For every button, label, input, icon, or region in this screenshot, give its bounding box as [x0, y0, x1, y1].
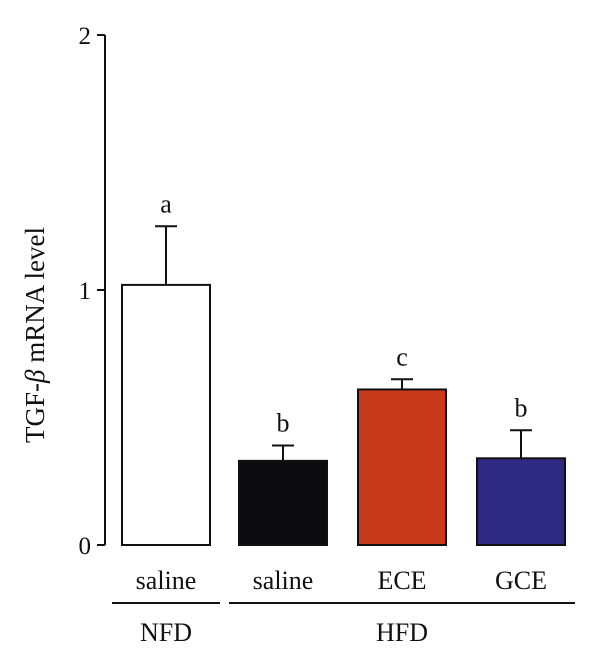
- significance-label: a: [160, 189, 172, 218]
- significance-label: b: [277, 409, 290, 438]
- axes: 0 1 2: [79, 23, 106, 560]
- y-tick-label: 2: [79, 23, 92, 50]
- significance-label: b: [515, 393, 528, 422]
- bar: [357, 388, 447, 547]
- bar: [476, 457, 566, 546]
- y-tick-label: 1: [79, 278, 92, 305]
- category-label: saline: [136, 566, 197, 595]
- group-label: NFD: [140, 618, 192, 647]
- significance-label: c: [396, 342, 408, 371]
- y-axis-title-prefix: TGF-: [20, 383, 50, 443]
- y-axis-title-suffix: mRNA level: [20, 227, 50, 370]
- bars: [121, 225, 566, 547]
- group-label: HFD: [376, 618, 428, 647]
- y-axis-title-greek: β: [20, 369, 50, 384]
- y-axis-title: TGF-β mRNA level: [20, 227, 50, 443]
- labels: a saline b saline c ECE b GCE NFD HFD: [112, 189, 575, 647]
- category-label: ECE: [377, 566, 426, 595]
- category-label: saline: [253, 566, 314, 595]
- y-tick-label: 0: [79, 533, 92, 560]
- bar: [121, 283, 211, 546]
- bar: [238, 459, 328, 547]
- category-label: GCE: [495, 566, 547, 595]
